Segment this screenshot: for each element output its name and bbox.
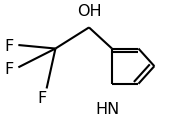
Text: OH: OH xyxy=(77,4,101,19)
Text: F: F xyxy=(5,62,14,77)
Text: F: F xyxy=(5,39,14,54)
Text: HN: HN xyxy=(95,102,120,117)
Text: F: F xyxy=(38,91,47,106)
